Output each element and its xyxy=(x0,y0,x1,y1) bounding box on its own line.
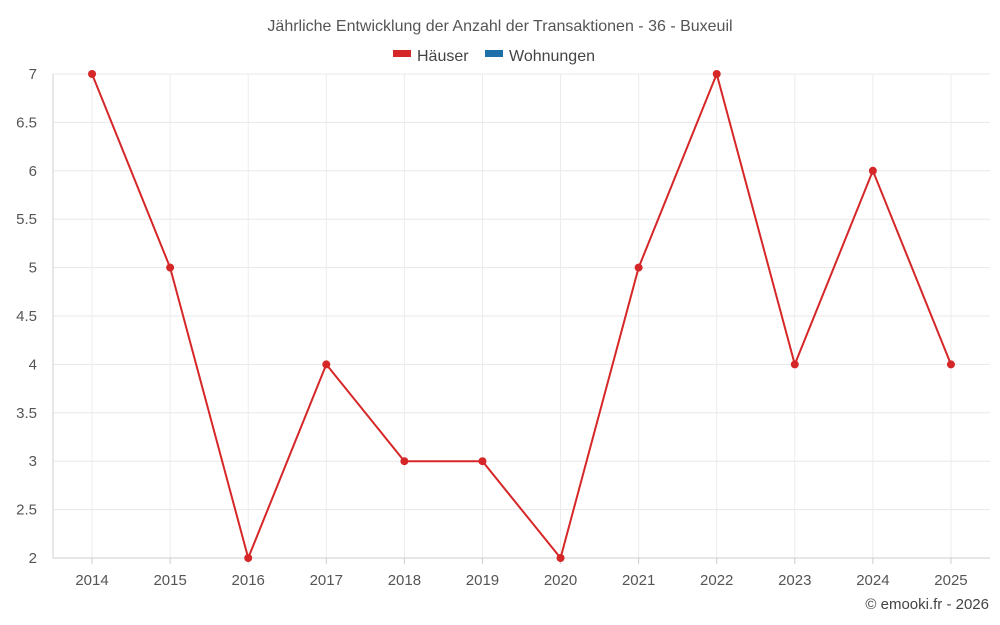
x-tick-label: 2020 xyxy=(544,572,577,589)
grid xyxy=(53,73,990,558)
data-point[interactable] xyxy=(790,360,799,369)
data-point[interactable] xyxy=(88,70,97,78)
data-point[interactable] xyxy=(868,166,877,175)
data-point[interactable] xyxy=(946,360,955,369)
x-tick-label: 2024 xyxy=(856,572,889,589)
data-point[interactable] xyxy=(556,554,565,562)
x-axis: 2014 2015 2016 2017 2018 2019 2020 2021 2022 2023… xyxy=(53,557,990,589)
data-point[interactable] xyxy=(166,263,175,272)
x-tick-label: 2017 xyxy=(310,572,343,589)
x-tick-label: 2016 xyxy=(232,572,265,589)
y-axis: 2 2.5 3 3.5 4 4.5 5 5.5 6 6.5 7 xyxy=(16,66,54,567)
chart-title: Jährliche Entwicklung der Anzahl der Tra… xyxy=(267,18,732,35)
credit-text: © emooki.fr - 2026 xyxy=(865,596,989,613)
x-tick-label: 2025 xyxy=(934,572,967,589)
x-tick-label: 2015 xyxy=(153,572,186,589)
y-tick-label: 4 xyxy=(29,356,37,373)
legend-label-apartments[interactable]: Wohnungen xyxy=(509,48,595,65)
x-tick-label: 2019 xyxy=(466,572,499,589)
y-tick-label: 2.5 xyxy=(16,502,37,519)
legend-label-houses[interactable]: Häuser xyxy=(417,48,469,65)
legend: Häuser Wohnungen xyxy=(393,48,595,65)
y-tick-label: 6.5 xyxy=(16,114,37,131)
x-tick-label: 2021 xyxy=(622,572,655,589)
y-tick-label: 5.5 xyxy=(16,211,37,228)
legend-swatch-apartments xyxy=(485,50,503,57)
x-tick-label: 2018 xyxy=(388,572,421,589)
y-tick-label: 7 xyxy=(29,66,37,83)
data-point[interactable] xyxy=(322,360,331,369)
y-tick-label: 2 xyxy=(29,550,37,567)
y-tick-label: 5 xyxy=(29,260,37,277)
data-point[interactable] xyxy=(712,70,721,78)
x-tick-label: 2022 xyxy=(700,572,733,589)
legend-swatch-houses xyxy=(393,50,411,57)
x-tick-label: 2014 xyxy=(75,572,108,589)
series-line xyxy=(91,73,952,559)
data-point[interactable] xyxy=(244,554,253,562)
y-tick-label: 3 xyxy=(29,453,37,470)
series-houses xyxy=(88,70,955,562)
data-point[interactable] xyxy=(478,457,487,466)
y-tick-label: 6 xyxy=(29,163,37,180)
y-tick-label: 3.5 xyxy=(16,405,37,422)
x-tick-label: 2023 xyxy=(778,572,811,589)
data-point[interactable] xyxy=(634,263,643,272)
y-tick-label: 4.5 xyxy=(16,308,37,325)
data-point[interactable] xyxy=(400,457,409,466)
